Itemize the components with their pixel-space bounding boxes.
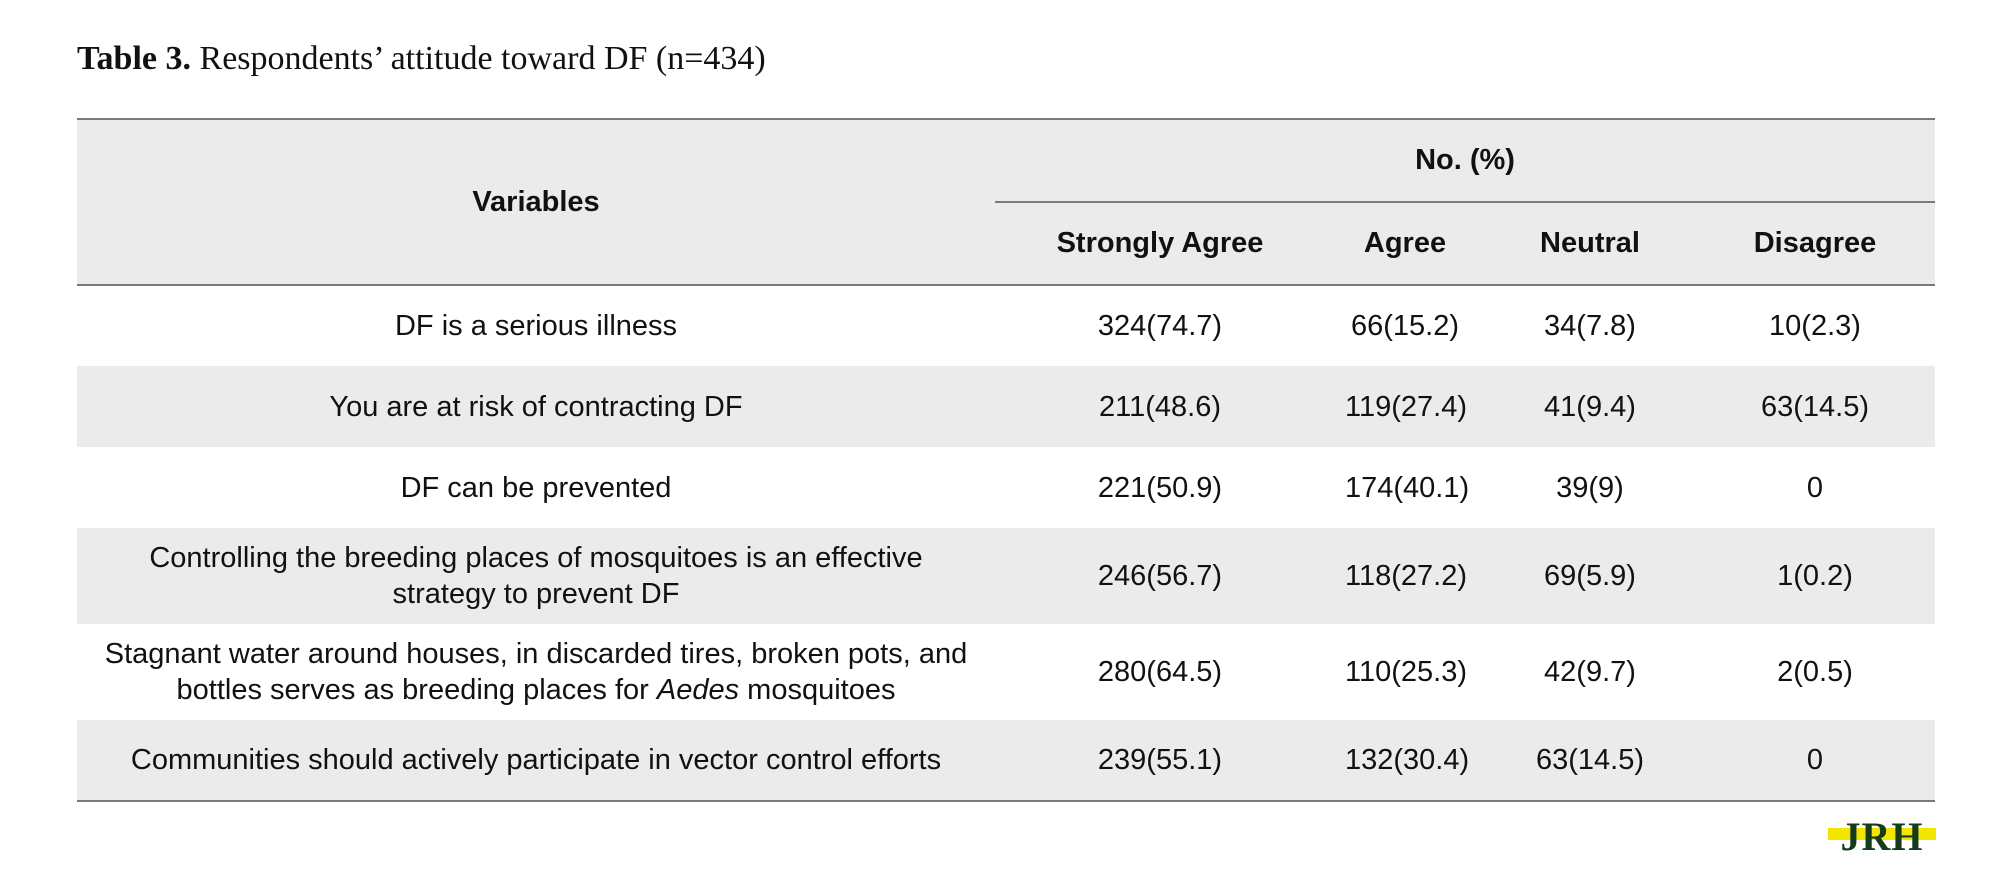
row-variable: Communities should actively participate … [130,744,942,776]
table-number: Table 3. [77,40,192,77]
header-agree: Agree [1363,227,1447,259]
cell-neutral: 42(9.7) [1544,656,1636,688]
cell-strongly-agree: 239(55.1) [1097,744,1223,776]
cell-disagree: 2(0.5) [1777,656,1853,688]
table-row: Communities should actively participate … [77,720,1935,801]
cell-disagree: 1(0.2) [1777,560,1853,592]
cell-neutral: 41(9.4) [1544,390,1636,423]
cell-strongly-agree: 280(64.5) [1097,656,1223,688]
table-row: Controlling the breeding places of mosqu… [77,528,1935,624]
cell-neutral: 63(14.5) [1535,744,1644,776]
row-variable-genus: Aedes [656,674,740,706]
row-variable: You are at risk of contracting DF [329,390,743,423]
logo-letters: JRH [1841,816,1924,856]
table-caption: Table 3. Respondents’ attitude toward DF… [77,40,766,78]
header-strongly-agree: Strongly Agree [1056,227,1264,259]
journal-logo-icon: JRH [1828,814,1936,859]
cell-strongly-agree: 246(56.7) [1097,560,1223,592]
cell-neutral: 69(5.9) [1544,560,1636,592]
cell-neutral: 34(7.8) [1544,310,1636,342]
row-variable: DF can be prevented [400,471,672,504]
attitude-table-container: Variables No. (%) Strongly Agree Agree N… [77,118,1935,802]
cell-disagree: 0 [1806,744,1824,776]
cell-disagree: 0 [1806,471,1824,504]
cell-strongly-agree: 221(50.9) [1097,471,1223,504]
table-header: Variables No. (%) Strongly Agree Agree N… [77,119,1935,285]
jrh-logo-graphic: JRH [1828,814,1936,859]
cell-agree: 118(27.2) [1345,560,1467,592]
row-variable: DF is a serious illness [394,310,678,342]
cell-agree: 174(40.1) [1345,471,1470,504]
cell-agree: 66(15.2) [1350,310,1459,342]
row-variable: Controlling the breeding places of mosqu… [149,542,923,610]
cell-neutral: 39(9) [1556,471,1624,504]
cell-strongly-agree: 324(74.7) [1097,310,1223,342]
table-row: DF can be prevented 221(50.9) 174(40.1) … [77,447,1935,528]
row-variable: Stagnant water around houses, in discard… [77,624,995,720]
row-variable-text-end: mosquitoes [739,674,896,706]
header-count-percent: No. (%) [995,119,1935,203]
table-row: DF is a serious illness 324(74.7) 66(15.… [77,285,1935,366]
row-variable-text: Stagnant water around houses, in discard… [104,638,968,706]
table-row: Stagnant water around houses, in discard… [77,624,1935,720]
header-variables: Variables [472,185,600,218]
header-neutral: Neutral [1540,227,1640,259]
header-disagree: Disagree [1753,227,1877,259]
cell-strongly-agree: 211(48.6) [1099,390,1221,423]
cell-disagree: 10(2.3) [1769,310,1861,342]
attitude-table: Variables No. (%) Strongly Agree Agree N… [77,118,1935,802]
table-body: DF is a serious illness 324(74.7) 66(15.… [77,285,1935,801]
table-row: You are at risk of contracting DF 211(48… [77,366,1935,447]
cell-agree: 132(30.4) [1345,744,1470,776]
table-title: Respondents’ attitude toward DF (n=434) [199,40,766,77]
cell-disagree: 63(14.5) [1760,390,1869,423]
cell-agree: 119(27.4) [1345,390,1467,423]
cell-agree: 110(25.3) [1345,656,1467,688]
